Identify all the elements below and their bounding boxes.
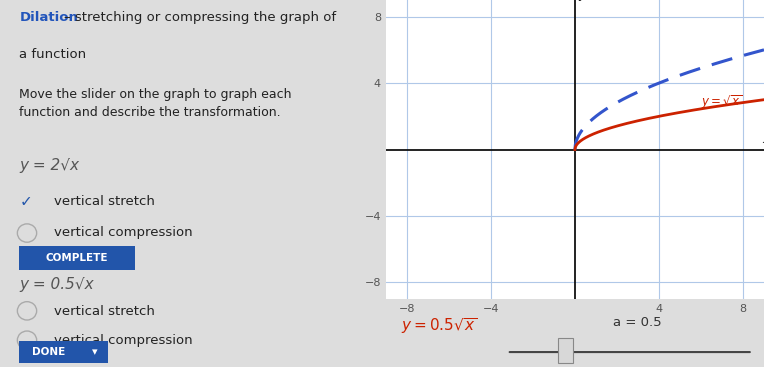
Text: y: y [578, 0, 586, 1]
Text: a function: a function [19, 48, 86, 61]
Text: vertical stretch: vertical stretch [54, 305, 155, 317]
FancyBboxPatch shape [19, 246, 135, 270]
Text: Dilation: Dilation [19, 11, 78, 24]
FancyBboxPatch shape [558, 338, 573, 363]
Text: COMPLETE: COMPLETE [46, 252, 108, 263]
Text: vertical compression: vertical compression [54, 226, 193, 239]
Text: $y = 0.5\sqrt{x}$: $y = 0.5\sqrt{x}$ [401, 316, 478, 336]
Text: – stretching or compressing the graph of: – stretching or compressing the graph of [63, 11, 336, 24]
Text: y = 0.5√x: y = 0.5√x [19, 277, 94, 292]
Text: x: x [762, 133, 764, 146]
FancyBboxPatch shape [19, 341, 108, 363]
Text: a = 0.5: a = 0.5 [613, 316, 662, 329]
Text: ▾: ▾ [92, 347, 97, 357]
Text: y = 2√x: y = 2√x [19, 158, 79, 173]
Text: vertical stretch: vertical stretch [54, 195, 155, 207]
Text: ✓: ✓ [19, 195, 32, 210]
Text: Move the slider on the graph to graph each
function and describe the transformat: Move the slider on the graph to graph ea… [19, 88, 292, 119]
Text: $y=\sqrt{x}$: $y=\sqrt{x}$ [701, 93, 742, 110]
Text: DONE: DONE [31, 347, 65, 357]
Text: vertical compression: vertical compression [54, 334, 193, 347]
